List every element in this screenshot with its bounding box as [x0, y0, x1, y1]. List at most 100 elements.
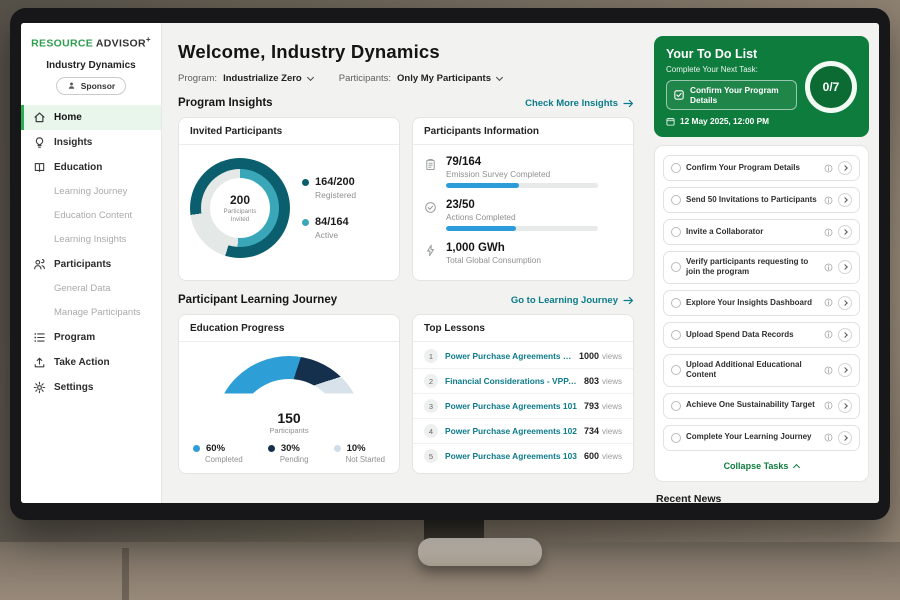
legend-dot-pending — [267, 445, 275, 452]
sidebar-item-learning-insights[interactable]: Learning Insights — [21, 228, 161, 252]
task-item[interactable]: Complete Your Learning Journey — [663, 424, 860, 451]
chevron-right-icon[interactable] — [838, 363, 852, 378]
nav-label: Education — [54, 161, 103, 173]
sidebar-item-home[interactable]: Home — [21, 104, 161, 130]
legend-label: Completed — [205, 455, 243, 464]
nav-label: Settings — [54, 381, 94, 393]
education-legend: 60% Completed 30% Pending 10% Not Starte… — [190, 443, 388, 464]
sidebar-item-settings[interactable]: Settings — [21, 375, 161, 400]
sidebar-item-manage-participants[interactable]: Manage Participants — [21, 301, 161, 325]
nav-label: Take Action — [54, 356, 110, 368]
chevron-down-icon — [495, 73, 504, 82]
page-title: Welcome, Industry Dynamics — [178, 41, 440, 62]
lesson-link[interactable]: Financial Considerations - VPPAs — [445, 376, 577, 386]
task-label: Send 50 Invitations to Participants — [686, 194, 817, 204]
checkbox-icon — [674, 90, 684, 100]
task-item[interactable]: Explore Your Insights Dashboard — [663, 289, 860, 316]
task-item[interactable]: Verify participants requesting to join t… — [663, 251, 860, 284]
task-checkbox[interactable] — [671, 195, 681, 205]
legend-dot-completed — [193, 445, 200, 452]
participants-information-card: Participants Information 79/164 Emission… — [412, 117, 634, 281]
gauge-center-value: 150 — [277, 410, 301, 426]
lesson-views: 1000 views — [578, 351, 622, 361]
chevron-right-icon[interactable] — [838, 295, 852, 310]
todo-progress-ring: 0/7 — [805, 60, 857, 113]
lesson-row[interactable]: 4 Power Purchase Agreements 102 734 views — [413, 419, 633, 444]
lesson-row[interactable]: 1 Power Purchase Agreements 101 1000 view… — [413, 344, 633, 369]
check-circle-icon — [424, 201, 437, 214]
task-checkbox[interactable] — [671, 400, 681, 411]
next-task-chip[interactable]: Confirm Your Program Details — [666, 80, 797, 110]
card-title: Education Progress — [179, 315, 399, 342]
task-item[interactable]: Invite a Collaborator — [663, 219, 860, 245]
card-title: Participants Information — [413, 118, 633, 145]
invited-donut-center: 200 Participants Invited — [210, 178, 270, 238]
sidebar-item-education-content[interactable]: Education Content — [21, 204, 161, 228]
task-item[interactable]: Upload Spend Data Records — [663, 321, 860, 348]
task-checkbox[interactable] — [671, 432, 681, 443]
section-title-learning-journey: Participant Learning Journey — [178, 294, 338, 306]
chevron-right-icon[interactable] — [838, 327, 852, 342]
todo-subtitle: Complete Your Next Task: — [666, 65, 758, 74]
people-icon — [33, 258, 46, 271]
lesson-link[interactable]: Power Purchase Agreements 102 — [445, 426, 577, 436]
lightbulb-icon — [33, 136, 46, 149]
lesson-link[interactable]: Power Purchase Agreements 101 — [445, 401, 577, 411]
lesson-row[interactable]: 2 Financial Considerations - VPPAs 803 vi… — [413, 369, 633, 394]
sidebar-item-program[interactable]: Program — [21, 325, 161, 350]
task-checkbox[interactable] — [671, 163, 681, 173]
lesson-link[interactable]: Power Purchase Agreements 101 — [445, 351, 572, 361]
program-dropdown[interactable]: Program: Industrialize Zero — [178, 73, 314, 84]
next-task-label: Confirm Your Program Details — [690, 85, 779, 105]
task-label: Confirm Your Program Details — [686, 162, 800, 172]
task-item[interactable]: Achieve One Sustainability Target — [663, 392, 860, 419]
stat-global-consumption: 1,000 GWh Total Global Consumption — [424, 242, 622, 269]
arrow-right-icon — [623, 99, 634, 108]
sidebar-item-learning-journey[interactable]: Learning Journey — [21, 180, 161, 204]
chevron-right-icon[interactable] — [838, 161, 852, 175]
collapse-tasks-link[interactable]: Collapse Tasks — [663, 457, 860, 479]
task-label: Upload Spend Data Records — [686, 329, 794, 339]
task-item[interactable]: Confirm Your Program Details — [663, 155, 860, 181]
check-more-insights-link[interactable]: Check More Insights — [525, 98, 634, 109]
sidebar-item-education[interactable]: Education — [21, 155, 161, 180]
chevron-right-icon[interactable] — [838, 430, 852, 445]
stat-label: Emission Survey Completed — [446, 169, 551, 179]
sidebar-item-participants[interactable]: Participants — [21, 252, 161, 277]
sidebar-item-take-action[interactable]: Take Action — [21, 350, 161, 375]
nav-sub-label: Learning Insights — [54, 234, 127, 245]
link-label: Check More Insights — [525, 97, 618, 109]
chevron-down-icon — [306, 73, 314, 82]
sidebar-item-insights[interactable]: Insights — [21, 130, 161, 155]
nav-label: Program — [54, 331, 96, 343]
top-lessons-card: Top Lessons 1 Power Purchase Agreements … — [412, 314, 634, 474]
go-to-learning-journey-link[interactable]: Go to Learning Journey — [511, 295, 634, 306]
task-checkbox[interactable] — [671, 227, 681, 237]
task-checkbox[interactable] — [671, 297, 681, 308]
lesson-rank: 2 — [424, 374, 438, 388]
chevron-right-icon[interactable] — [838, 398, 852, 413]
task-label: Verify participants requesting to join t… — [686, 257, 809, 277]
task-item[interactable]: Upload Additional Educational Content — [663, 353, 860, 387]
task-checkbox[interactable] — [671, 365, 681, 376]
desk-edge — [122, 548, 129, 600]
info-icon — [824, 164, 833, 173]
org-name: Industry Dynamics — [46, 59, 136, 71]
participants-dropdown[interactable]: Participants: Only My Participants — [339, 73, 504, 84]
sidebar-item-general-data[interactable]: General Data — [21, 277, 161, 301]
chevron-right-icon[interactable] — [838, 193, 852, 207]
legend-value: 84/164 — [315, 216, 349, 228]
chevron-right-icon[interactable] — [838, 225, 852, 239]
lesson-link[interactable]: Power Purchase Agreements 103 — [445, 451, 577, 461]
logo-text-primary: RESOURCE — [31, 37, 94, 50]
list-icon — [33, 331, 46, 344]
chevron-right-icon[interactable] — [838, 260, 852, 275]
sponsor-badge: Sponsor — [55, 76, 127, 95]
task-item[interactable]: Send 50 Invitations to Participants — [663, 187, 860, 213]
lesson-row[interactable]: 5 Power Purchase Agreements 103 600 views — [413, 444, 633, 468]
task-checkbox[interactable] — [671, 262, 681, 273]
lesson-row[interactable]: 3 Power Purchase Agreements 101 793 views — [413, 394, 633, 419]
task-list: Confirm Your Program Details Send 50 Inv… — [654, 145, 869, 482]
education-gauge-wrap: 150 Participants — [214, 356, 364, 435]
task-checkbox[interactable] — [671, 329, 681, 340]
